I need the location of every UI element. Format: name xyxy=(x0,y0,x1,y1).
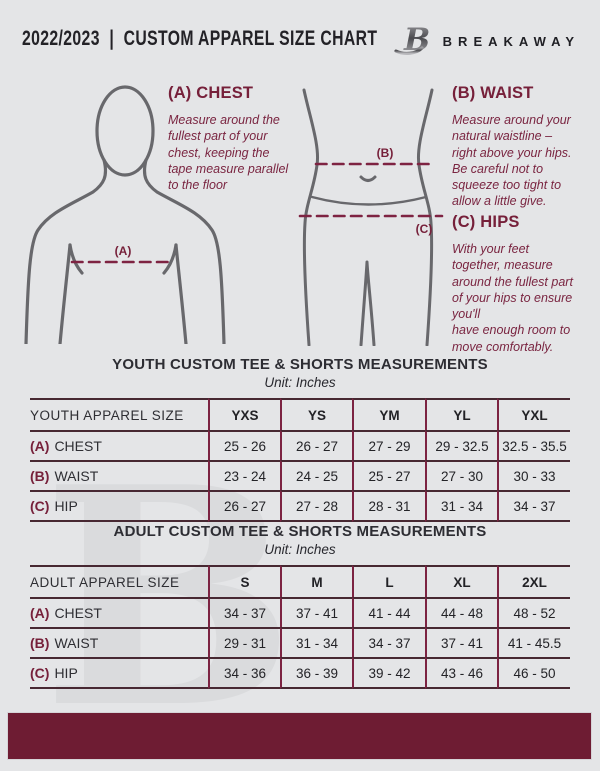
cell-value: 27 - 29 xyxy=(352,430,425,460)
breakaway-logo-icon: B xyxy=(392,18,434,65)
column-header: YL xyxy=(425,398,497,430)
column-header: YXL xyxy=(497,398,570,430)
row-label: (B) WAIST xyxy=(30,460,208,490)
cell-value: 41 - 45.5 xyxy=(497,627,570,657)
adult-section: ADULT CUSTOM TEE & SHORTS MEASUREMENTS U… xyxy=(30,523,570,689)
cell-value: 37 - 41 xyxy=(280,597,352,627)
waist-marker-label: (B) xyxy=(377,146,394,160)
row-label-text: WAIST xyxy=(54,468,99,484)
row-marker: (A) xyxy=(30,438,50,454)
column-header: ADULT APPAREL SIZE xyxy=(30,565,208,597)
cell-value: 23 - 24 xyxy=(208,460,280,490)
row-label-text: CHEST xyxy=(54,605,102,621)
waist-guide-heading: (B) WAIST xyxy=(452,84,534,102)
row-label-text: HIP xyxy=(54,498,78,514)
cell-value: 34 - 37 xyxy=(497,490,570,522)
cell-value: 39 - 42 xyxy=(352,657,425,689)
cell-value: 37 - 41 xyxy=(425,627,497,657)
cell-value: 34 - 37 xyxy=(208,597,280,627)
waist-guide-text: Measure around your natural waistline – … xyxy=(452,113,572,209)
cell-value: 31 - 34 xyxy=(425,490,497,522)
row-label: (A) CHEST xyxy=(30,430,208,460)
cell-value: 44 - 48 xyxy=(425,597,497,627)
row-label: (C) HIP xyxy=(30,490,208,522)
cell-value: 48 - 52 xyxy=(497,597,570,627)
cell-value: 41 - 44 xyxy=(352,597,425,627)
table-row: (A) CHEST 25 - 26 26 - 27 27 - 29 29 - 32… xyxy=(30,430,570,460)
adult-section-title: ADULT CUSTOM TEE & SHORTS MEASUREMENTS xyxy=(113,523,487,540)
cell-value: 31 - 34 xyxy=(280,627,352,657)
row-label: (B) WAIST xyxy=(30,627,208,657)
youth-section-title: YOUTH CUSTOM TEE & SHORTS MEASUREMENTS xyxy=(112,356,488,373)
table-row: (A) CHEST 34 - 37 37 - 41 41 - 44 44 - 48… xyxy=(30,597,570,627)
column-header: YM xyxy=(352,398,425,430)
row-marker: (B) xyxy=(30,468,50,484)
brand-name: BREAKAWAY xyxy=(442,34,580,49)
youth-size-table: YOUTH APPAREL SIZE YXS YS YM YL YXL (A) C… xyxy=(30,398,570,522)
row-label-text: CHEST xyxy=(54,438,102,454)
column-header: YS xyxy=(280,398,352,430)
upper-body-figure: (A) xyxy=(18,76,226,349)
column-header: M xyxy=(280,565,352,597)
cell-value: 25 - 27 xyxy=(352,460,425,490)
chest-guide-text: Measure around the fullest part of your … xyxy=(168,113,289,192)
page-title: 2022/2023 | CUSTOM APPAREL SIZE CHART xyxy=(22,27,378,50)
table-row: (C) HIP 26 - 27 27 - 28 28 - 31 31 - 34 3… xyxy=(30,490,570,522)
row-label-text: WAIST xyxy=(54,635,99,651)
hip-marker-label: (C) xyxy=(416,222,433,236)
cell-value: 27 - 28 xyxy=(280,490,352,522)
table-row: (B) WAIST 29 - 31 31 - 34 34 - 37 37 - 41… xyxy=(30,627,570,657)
cell-value: 27 - 30 xyxy=(425,460,497,490)
adult-section-unit: Unit: Inches xyxy=(264,542,336,557)
cell-value: 34 - 36 xyxy=(208,657,280,689)
cell-value: 43 - 46 xyxy=(425,657,497,689)
adult-size-table: ADULT APPAREL SIZE S M L XL 2XL (A) CHEST… xyxy=(30,565,570,689)
waist-guide: (B) WAIST Measure around your natural wa… xyxy=(452,84,600,210)
row-label: (A) CHEST xyxy=(30,597,208,627)
chest-marker-label: (A) xyxy=(115,244,132,258)
cell-value: 29 - 31 xyxy=(208,627,280,657)
footer-accent-bar xyxy=(8,713,591,759)
table-header-row: YOUTH APPAREL SIZE YXS YS YM YL YXL xyxy=(30,398,570,430)
lower-body-figure: (B) (C) xyxy=(286,88,450,351)
hips-guide-text: With your feet together, measure around … xyxy=(452,242,573,354)
row-label-text: HIP xyxy=(54,665,78,681)
cell-value: 24 - 25 xyxy=(280,460,352,490)
youth-section: YOUTH CUSTOM TEE & SHORTS MEASUREMENTS U… xyxy=(30,356,570,522)
cell-value: 26 - 27 xyxy=(280,430,352,460)
cell-value: 32.5 - 35.5 xyxy=(497,430,570,460)
chest-guide-heading: (A) CHEST xyxy=(168,84,254,102)
youth-section-unit: Unit: Inches xyxy=(264,375,336,390)
table-row: (C) HIP 34 - 36 36 - 39 39 - 42 43 - 46 4… xyxy=(30,657,570,689)
cell-value: 25 - 26 xyxy=(208,430,280,460)
hips-guide: (C) HIPS With your feet together, measur… xyxy=(452,213,600,355)
hip-crease-line xyxy=(310,195,428,206)
cell-value: 30 - 33 xyxy=(497,460,570,490)
cell-value: 36 - 39 xyxy=(280,657,352,689)
column-header: YXS xyxy=(208,398,280,430)
cell-value: 26 - 27 xyxy=(208,490,280,522)
brand-lockup: B BREAKAWAY xyxy=(392,18,580,65)
navel-mark xyxy=(359,175,377,182)
cell-value: 29 - 32.5 xyxy=(425,430,497,460)
column-header: YOUTH APPAREL SIZE xyxy=(30,398,208,430)
row-marker: (C) xyxy=(30,665,50,681)
cell-value: 34 - 37 xyxy=(352,627,425,657)
cell-value: 28 - 31 xyxy=(352,490,425,522)
column-header: 2XL xyxy=(497,565,570,597)
column-header: XL xyxy=(425,565,497,597)
row-label: (C) HIP xyxy=(30,657,208,689)
row-marker: (B) xyxy=(30,635,50,651)
row-marker: (C) xyxy=(30,498,50,514)
column-header: L xyxy=(352,565,425,597)
table-row: (B) WAIST 23 - 24 24 - 25 25 - 27 27 - 30… xyxy=(30,460,570,490)
head-outline xyxy=(95,85,155,177)
table-header-row: ADULT APPAREL SIZE S M L XL 2XL xyxy=(30,565,570,597)
column-header: S xyxy=(208,565,280,597)
hips-guide-heading: (C) HIPS xyxy=(452,213,520,231)
row-marker: (A) xyxy=(30,605,50,621)
chest-guide: (A) CHEST Measure around the fullest par… xyxy=(168,84,318,193)
cell-value: 46 - 50 xyxy=(497,657,570,689)
